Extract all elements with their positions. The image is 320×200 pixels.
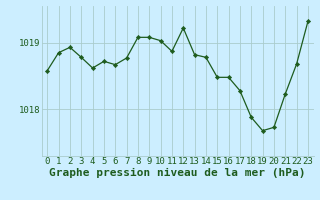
X-axis label: Graphe pression niveau de la mer (hPa): Graphe pression niveau de la mer (hPa) <box>49 168 306 178</box>
